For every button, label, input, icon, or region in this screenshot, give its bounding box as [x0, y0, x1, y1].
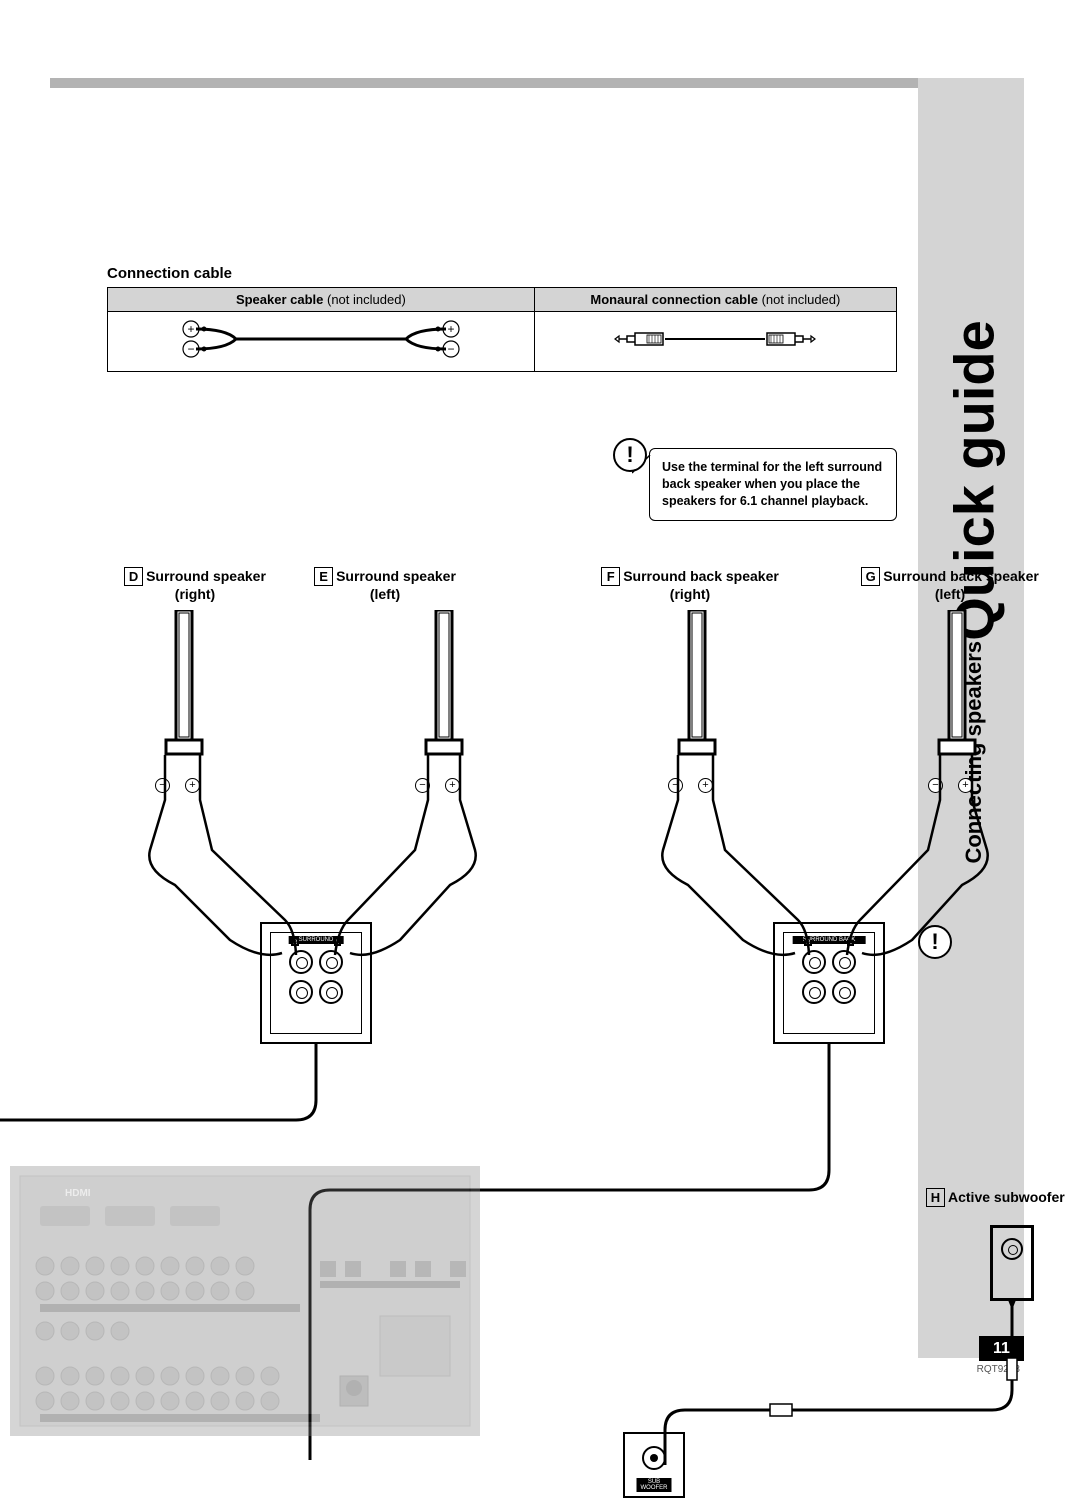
- cable-header-monaural: Monaural connection cable (not included): [534, 288, 896, 312]
- section-heading: Connection cable: [107, 265, 232, 282]
- speaker-cable-cell: + − + −: [108, 312, 535, 372]
- minus-icon: −: [155, 778, 170, 793]
- top-divider: [50, 78, 920, 88]
- svg-text:+: +: [187, 322, 194, 336]
- speaker-f-label: FSurround back speaker(right): [580, 567, 800, 602]
- speaker-cable-icon: + − + −: [156, 315, 486, 363]
- page-number: 11: [979, 1336, 1024, 1361]
- plus-icon: +: [698, 778, 713, 793]
- alert-icon: !: [613, 438, 647, 472]
- svg-text:−: −: [447, 342, 454, 356]
- speaker-e-label: ESurround speaker(left): [295, 567, 475, 602]
- subout-label: SUB WOOFER: [637, 1478, 672, 1492]
- minus-icon: −: [928, 778, 943, 793]
- alert-icon: !: [918, 925, 952, 959]
- subwoofer-out-terminal: SUB WOOFER: [623, 1432, 685, 1498]
- cable-header-speaker: Speaker cable (not included): [108, 288, 535, 312]
- svg-text:HDMI: HDMI: [65, 1188, 91, 1199]
- speaker-e-icon: [420, 610, 468, 770]
- notice-text: Use the terminal for the left surround b…: [662, 460, 882, 508]
- speaker-d-icon: [160, 610, 208, 770]
- svg-text:+: +: [447, 322, 454, 336]
- surround-terminal-block: SURROUND R L: [260, 922, 372, 1044]
- monaural-cable-cell: [534, 312, 896, 372]
- speaker-f-icon: [673, 610, 721, 770]
- plus-icon: +: [445, 778, 460, 793]
- speaker-g-label: GSurround back speaker(left): [840, 567, 1060, 602]
- plus-icon: +: [958, 778, 973, 793]
- plus-icon: +: [185, 778, 200, 793]
- speaker-g-icon: [933, 610, 981, 770]
- monaural-cable-icon: [575, 324, 855, 354]
- minus-icon: −: [415, 778, 430, 793]
- subwoofer-label: HActive subwoofer: [926, 1188, 1065, 1207]
- cable-table: Speaker cable (not included) Monaural co…: [107, 287, 897, 372]
- svg-text:−: −: [187, 342, 194, 356]
- surround-back-terminal-block: SURROUND BACK R L: [773, 922, 885, 1044]
- subwoofer-icon: [990, 1225, 1034, 1301]
- notice-box: Use the terminal for the left surround b…: [649, 448, 897, 521]
- minus-icon: −: [668, 778, 683, 793]
- receiver-rear-panel: HDMI: [10, 1166, 480, 1436]
- speaker-d-label: DSurround speaker(right): [105, 567, 285, 602]
- doc-code: RQT9223: [977, 1364, 1020, 1375]
